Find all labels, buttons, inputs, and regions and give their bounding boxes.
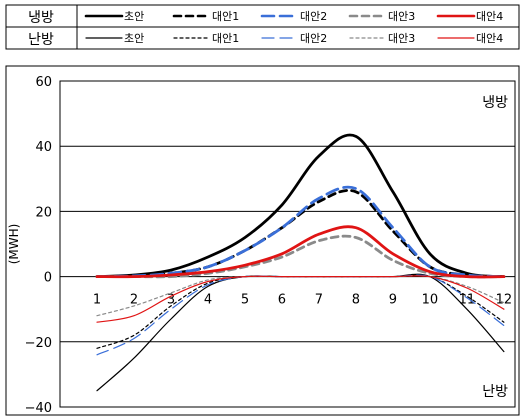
series-line [95,225,506,279]
legend-entry-name: 대안2 [300,32,327,45]
y-tick-label: 0 [44,271,52,286]
legend-entry-name: 대안1 [212,32,239,45]
legend-entry-name: 대안2 [300,10,327,23]
annotation-cooling: 냉방 [482,95,508,111]
legend-entry-name: 대안4 [476,32,503,45]
x-tick-label: 11 [459,293,476,308]
annotation-heating: 난방 [482,384,508,400]
x-tick-label: 7 [315,293,323,308]
legend-row-label-heating: 난방 [28,32,54,48]
y-tick-label: −40 [25,401,52,416]
y-tick-label: 40 [35,140,52,155]
legend-row-label-cooling: 냉방 [28,10,54,26]
x-tick-labels: 1 2 3 4 5 6 7 8 9 10 11 12 [93,293,512,308]
y-tick-labels: 60 40 20 0 −20 −40 [25,75,52,416]
legend-entry-name: 대안4 [476,10,503,23]
legend-entry-name: 초안 [124,10,144,23]
x-tick-label: 8 [352,293,360,308]
legend-entry-name: 대안3 [388,10,415,23]
y-tick-label: 60 [35,75,52,90]
x-tick-label: 3 [167,293,175,308]
x-tick-label: 12 [496,293,513,308]
y-tick-label: 20 [35,205,52,220]
series-line [95,185,506,278]
y-tick-label: −20 [25,336,52,351]
x-tick-label: 1 [93,293,101,308]
legend-entry-name: 대안3 [388,32,415,45]
x-tick-label: 4 [204,293,212,308]
x-tick-label: 10 [422,293,439,308]
x-tick-label: 2 [130,293,138,308]
plot-frame [5,65,520,416]
plot-area [59,80,516,408]
x-tick-label: 5 [241,293,249,308]
series-line [95,133,506,278]
series [95,133,506,392]
y-axis-label: (MWH) [7,224,21,265]
legend-entry-name: 초안 [124,32,144,45]
x-tick-label: 9 [389,293,397,308]
series-line [96,275,505,323]
x-tick-label: 6 [278,293,286,308]
legend-entry-name: 대안1 [212,10,239,23]
